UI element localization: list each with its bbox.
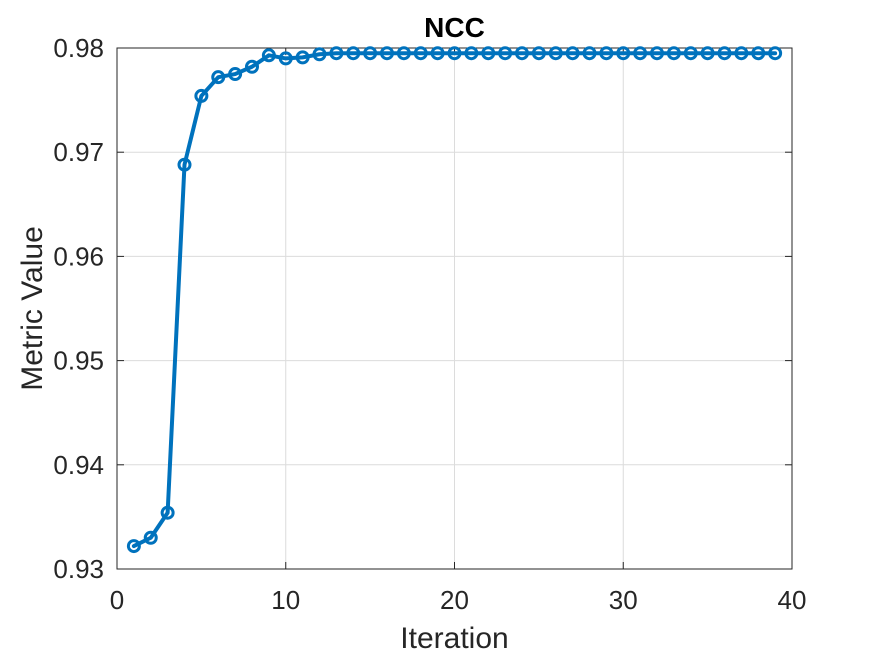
data-point-marker (413, 46, 428, 61)
data-point-marker (666, 46, 681, 61)
data-point-marker (278, 51, 293, 66)
data-point-marker (700, 46, 715, 61)
x-tick-label: 30 (609, 585, 638, 615)
data-point-marker (143, 530, 158, 545)
data-point-marker (599, 46, 614, 61)
data-point-marker (194, 88, 209, 103)
data-point-marker (548, 46, 563, 61)
data-point-marker (498, 46, 513, 61)
data-point-marker (160, 505, 175, 520)
data-point-marker (683, 46, 698, 61)
data-point-marker (211, 70, 226, 85)
data-point-marker (447, 46, 462, 61)
x-tick-label: 40 (778, 585, 807, 615)
data-point-marker (531, 46, 546, 61)
grid-lines (117, 48, 792, 569)
y-tick-label: 0.93 (53, 554, 104, 584)
y-tick-label: 0.96 (53, 241, 104, 271)
y-tick-label: 0.95 (53, 346, 104, 376)
data-point-marker (464, 46, 479, 61)
x-tick-label: 20 (440, 585, 469, 615)
x-axis-label: Iteration (400, 622, 508, 655)
y-axis-label: Metric Value (16, 226, 49, 391)
data-point-marker (751, 46, 766, 61)
data-point-marker (380, 46, 394, 61)
x-tick-label: 0 (110, 585, 124, 615)
data-point-marker (228, 67, 243, 82)
data-point-marker (245, 59, 259, 74)
data-point-marker (312, 47, 327, 62)
data-point-marker (717, 46, 732, 61)
data-point-marker (396, 46, 411, 61)
series-group (126, 46, 783, 554)
data-point-marker (768, 46, 783, 61)
data-point-marker (430, 46, 445, 61)
y-tick-label: 0.94 (53, 450, 104, 480)
data-point-marker (515, 46, 529, 61)
x-tick-label: 10 (271, 585, 300, 615)
data-point-marker (295, 50, 310, 65)
data-point-marker (650, 46, 664, 61)
y-tick-label: 0.98 (53, 33, 104, 63)
data-point-marker (346, 46, 361, 61)
chart-title: NCC (424, 12, 485, 43)
data-point-marker (261, 48, 276, 63)
data-point-marker (126, 539, 141, 554)
data-point-marker (363, 46, 378, 61)
data-point-marker (582, 46, 597, 61)
data-point-marker (329, 46, 344, 61)
y-tick-label: 0.97 (53, 137, 104, 167)
data-point-marker (734, 46, 749, 61)
x-tick-labels: 0 10 20 30 40 (110, 585, 807, 615)
data-point-marker (633, 46, 648, 61)
data-point-marker (565, 46, 580, 61)
y-tick-labels: 0.93 0.94 0.95 0.96 0.97 0.98 (53, 33, 104, 584)
data-point-marker (616, 46, 631, 61)
data-point-marker (177, 157, 192, 172)
data-point-marker (481, 46, 496, 61)
